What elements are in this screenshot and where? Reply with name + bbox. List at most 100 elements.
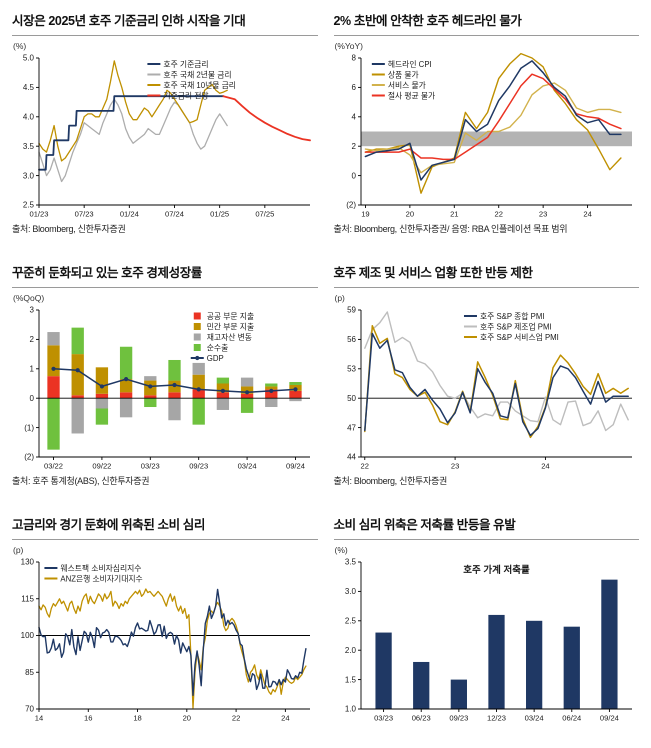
svg-text:01/24: 01/24 (120, 210, 139, 219)
svg-text:24: 24 (281, 714, 289, 723)
policy-rate-chart: 2.5 3.0 3.5 4.0 4.5 5.0 01/23 07/23 01/24 07/24 01… (23, 54, 311, 219)
panel-title: 꾸준히 둔화되고 있는 호주 경제성장률 (12, 262, 318, 288)
svg-text:3.5: 3.5 (23, 142, 35, 151)
panel-title: 시장은 2025년 호주 기준금리 인하 시작을 기대 (12, 10, 318, 36)
svg-text:03/24: 03/24 (524, 714, 543, 723)
svg-text:2.0: 2.0 (344, 646, 356, 655)
svg-text:03/23: 03/23 (374, 714, 393, 723)
svg-text:호주 기준금리: 호주 기준금리 (163, 60, 208, 69)
svg-text:0: 0 (351, 171, 356, 180)
svg-text:5.0: 5.0 (23, 54, 35, 63)
svg-text:공공 부문 지출: 공공 부문 지출 (207, 311, 254, 321)
svg-text:상품 물가: 상품 물가 (387, 69, 418, 79)
svg-text:호주 S&P 서비스업 PMI: 호주 S&P 서비스업 PMI (479, 333, 558, 342)
panel-headline-inflation: 2% 초반에 안착한 호주 헤드라인 물가 (%YoY) (2) 0 2 4 6 8 19 2… (333, 10, 639, 234)
svg-text:01/23: 01/23 (29, 210, 48, 219)
svg-text:2: 2 (30, 335, 35, 344)
svg-text:4: 4 (351, 113, 356, 122)
svg-text:16: 16 (84, 714, 92, 723)
y-axis-unit: (p) (334, 293, 345, 303)
svg-text:09/23: 09/23 (189, 462, 208, 471)
gdp-growth-chart: (2) (1) 0 1 2 3 03/22 09/22 03/23 09/23 03/24 09/24… (24, 306, 310, 471)
svg-text:85: 85 (25, 668, 34, 677)
svg-text:59: 59 (347, 306, 356, 315)
svg-text:재고자산 변동: 재고자산 변동 (207, 332, 252, 342)
svg-text:03/23: 03/23 (141, 462, 160, 471)
svg-text:03/22: 03/22 (44, 462, 63, 471)
source-note: 출처: Bloomberg, 신한투자증권/ 음영: RBA 인플레이션 목표 … (333, 224, 568, 234)
panel-title: 호주 제조 및 서비스 업황 또한 반등 제한 (333, 262, 639, 288)
svg-text:4.0: 4.0 (23, 113, 35, 122)
svg-text:2.5: 2.5 (23, 201, 35, 210)
panel-consumer-sentiment: 고금리와 경기 둔화에 위축된 소비 심리 (p) 70 85 100 115 130 1… (12, 514, 318, 738)
panel-title: 고금리와 경기 둔화에 위축된 소비 심리 (12, 514, 318, 540)
svg-text:호주 S&P 제조업 PMI: 호주 S&P 제조업 PMI (479, 322, 551, 331)
svg-text:2: 2 (351, 142, 356, 151)
source-note (334, 726, 640, 738)
svg-text:호주 S&P 종합 PMI: 호주 S&P 종합 PMI (479, 312, 544, 321)
source-note: 출처: 호주 통계청(ABS), 신한투자증권 (12, 476, 150, 486)
svg-text:서비스 물가: 서비스 물가 (387, 81, 425, 90)
svg-text:44: 44 (347, 453, 356, 462)
svg-text:2.5: 2.5 (344, 617, 356, 626)
svg-text:23: 23 (538, 210, 546, 219)
svg-text:3: 3 (30, 306, 35, 315)
svg-text:14: 14 (35, 714, 43, 723)
svg-text:100: 100 (21, 631, 35, 640)
svg-text:호주 가계 저축률: 호주 가계 저축률 (463, 564, 530, 576)
svg-text:115: 115 (21, 594, 34, 603)
svg-text:09/22: 09/22 (92, 462, 111, 471)
y-axis-unit: (%YoY) (334, 41, 364, 51)
svg-text:07/24: 07/24 (165, 210, 184, 219)
svg-text:53: 53 (347, 365, 356, 374)
y-axis-unit: (%QoQ) (13, 293, 45, 303)
svg-text:3.0: 3.0 (344, 587, 356, 596)
svg-text:웨스트팩 소비자심리지수: 웨스트팩 소비자심리지수 (60, 563, 141, 573)
svg-text:09/24: 09/24 (599, 714, 618, 723)
svg-text:50: 50 (347, 394, 356, 403)
svg-text:12/23: 12/23 (486, 714, 505, 723)
panel-policy-rate: 시장은 2025년 호주 기준금리 인하 시작을 기대 (%) 2.5 3.0 3.… (12, 10, 318, 234)
svg-text:22: 22 (494, 210, 502, 219)
svg-text:21: 21 (450, 210, 458, 219)
svg-text:1.0: 1.0 (344, 705, 356, 714)
panel-savings-rate: 소비 심리 위축은 저축률 반등을 유발 (%) 1.0 1.5 2.0 2.5 3.0… (333, 514, 640, 738)
svg-text:ANZ은행 소비자기대지수: ANZ은행 소비자기대지수 (60, 573, 142, 583)
svg-text:07/25: 07/25 (255, 210, 274, 219)
svg-text:19: 19 (361, 210, 369, 219)
svg-text:06/24: 06/24 (562, 714, 581, 723)
panel-title: 2% 초반에 안착한 호주 헤드라인 물가 (333, 10, 639, 36)
svg-text:6: 6 (351, 83, 356, 92)
svg-text:1.5: 1.5 (344, 675, 356, 684)
svg-text:8: 8 (351, 54, 356, 63)
svg-text:70: 70 (25, 705, 34, 714)
svg-text:24: 24 (541, 462, 549, 471)
savings-rate-chart: 1.0 1.5 2.0 2.5 3.0 3.5 03/23 06/23 09/23 12/23 03… (344, 558, 632, 723)
svg-text:18: 18 (133, 714, 141, 723)
svg-text:GDP: GDP (207, 354, 224, 363)
svg-text:(2): (2) (346, 201, 356, 210)
panel-title: 소비 심리 위축은 저축률 반등을 유발 (333, 514, 639, 540)
svg-text:1: 1 (30, 365, 35, 374)
svg-text:20: 20 (183, 714, 191, 723)
svg-text:호주 국채 2년물 금리: 호주 국채 2년물 금리 (163, 69, 231, 79)
svg-text:22: 22 (232, 714, 240, 723)
svg-text:(1): (1) (24, 423, 34, 432)
svg-text:56: 56 (347, 335, 356, 344)
svg-text:24: 24 (583, 210, 591, 219)
svg-text:3.0: 3.0 (23, 171, 35, 180)
y-axis-unit: (%) (334, 545, 348, 555)
source-note: 출처: Bloomberg, 신한투자증권 (333, 476, 448, 486)
svg-text:3.5: 3.5 (344, 558, 356, 567)
source-note (12, 726, 318, 738)
svg-text:민간 부문 지출: 민간 부문 지출 (207, 321, 254, 331)
svg-text:09/24: 09/24 (286, 462, 305, 471)
svg-text:헤드라인 CPI: 헤드라인 CPI (387, 59, 431, 69)
svg-text:순수출: 순수출 (207, 342, 229, 352)
svg-text:기준금리 전망: 기준금리 전망 (163, 90, 208, 100)
y-axis-unit: (%) (13, 41, 27, 51)
svg-text:20: 20 (405, 210, 413, 219)
svg-text:(2): (2) (24, 453, 34, 462)
